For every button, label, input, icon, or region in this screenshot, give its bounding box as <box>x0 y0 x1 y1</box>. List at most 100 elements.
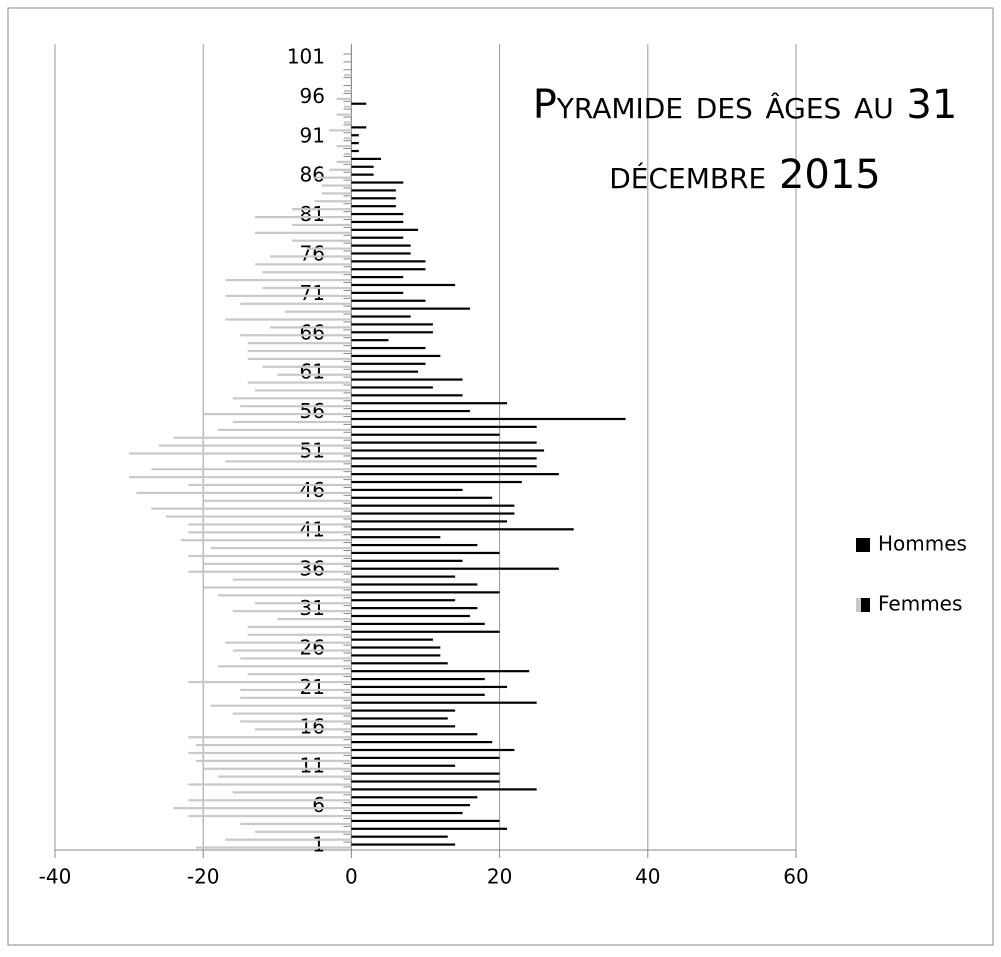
bar <box>188 570 352 573</box>
bar <box>240 822 352 826</box>
bar <box>247 633 352 636</box>
bar <box>329 168 352 171</box>
y-tick-label: 41 <box>300 517 325 541</box>
bar <box>351 362 426 365</box>
bar <box>232 578 352 581</box>
bar <box>158 444 352 447</box>
legend-swatch-inner <box>856 598 861 612</box>
bar <box>351 244 411 247</box>
bar <box>351 504 515 507</box>
bar <box>351 622 485 625</box>
bar <box>188 531 352 534</box>
bar <box>195 759 352 762</box>
bar <box>203 586 352 589</box>
bar <box>129 452 352 455</box>
bar <box>351 512 515 515</box>
bar <box>351 551 500 555</box>
y-tick-label: 86 <box>300 163 325 187</box>
y-tick-label: 81 <box>300 202 325 226</box>
bar <box>173 436 352 439</box>
bar <box>351 638 433 641</box>
bar <box>351 835 448 838</box>
bar <box>314 200 352 203</box>
legend-label: Hommes <box>878 532 967 556</box>
bar <box>351 142 359 145</box>
bar <box>351 717 448 720</box>
bar <box>240 696 352 699</box>
bar <box>351 220 404 224</box>
bar <box>255 728 352 731</box>
bar <box>351 260 426 263</box>
bar <box>188 736 352 739</box>
bar <box>336 145 352 148</box>
x-tick-label: 20 <box>487 865 512 889</box>
bar <box>306 247 352 250</box>
bar <box>351 591 500 594</box>
bar <box>351 315 411 318</box>
y-tick-label: 31 <box>300 596 325 620</box>
bar <box>351 354 441 358</box>
bar <box>203 412 352 416</box>
bar <box>203 499 352 502</box>
bar <box>351 173 374 176</box>
bar <box>351 575 456 578</box>
bar <box>247 673 352 676</box>
bar <box>351 252 411 255</box>
bar <box>351 772 500 775</box>
bar <box>351 488 463 492</box>
bar <box>225 318 352 321</box>
bar <box>188 799 352 802</box>
bar <box>351 417 626 421</box>
bar <box>269 255 352 258</box>
bar <box>292 223 352 227</box>
bar <box>225 838 352 841</box>
y-tick-label: 91 <box>300 123 325 147</box>
bar <box>351 299 426 302</box>
bar <box>351 205 396 208</box>
bar <box>240 657 352 660</box>
bar <box>255 263 352 266</box>
bar <box>240 405 352 408</box>
bar <box>351 157 382 160</box>
bar <box>284 310 352 313</box>
bar <box>351 386 433 389</box>
y-tick-label: 96 <box>300 84 325 108</box>
bar <box>336 113 352 116</box>
bar <box>351 662 448 665</box>
bar <box>255 389 352 392</box>
bar <box>269 326 352 329</box>
bar <box>351 181 404 184</box>
bar <box>351 701 537 704</box>
bar <box>343 89 352 93</box>
bar <box>151 468 352 471</box>
bar <box>351 496 493 499</box>
bar <box>351 646 441 649</box>
bar <box>351 212 404 216</box>
bar <box>262 271 352 274</box>
bar <box>188 523 352 526</box>
bar <box>351 228 419 231</box>
bar <box>247 342 352 345</box>
bar <box>351 543 478 547</box>
bar <box>247 625 352 628</box>
bar <box>188 680 352 684</box>
bar <box>173 807 352 810</box>
bar <box>343 152 352 156</box>
bar <box>351 559 463 562</box>
bar <box>351 457 537 460</box>
bar <box>292 239 352 242</box>
bar <box>247 381 352 384</box>
bar <box>351 733 478 736</box>
bar <box>351 165 374 168</box>
bar <box>351 189 396 192</box>
y-tick-label: 71 <box>300 281 325 305</box>
x-tick-label: -20 <box>187 865 220 889</box>
bar <box>351 599 456 602</box>
bar <box>351 827 508 830</box>
bar <box>255 602 352 605</box>
bar <box>351 756 500 759</box>
bar <box>351 804 470 807</box>
bar <box>218 775 352 778</box>
bar <box>351 796 478 799</box>
